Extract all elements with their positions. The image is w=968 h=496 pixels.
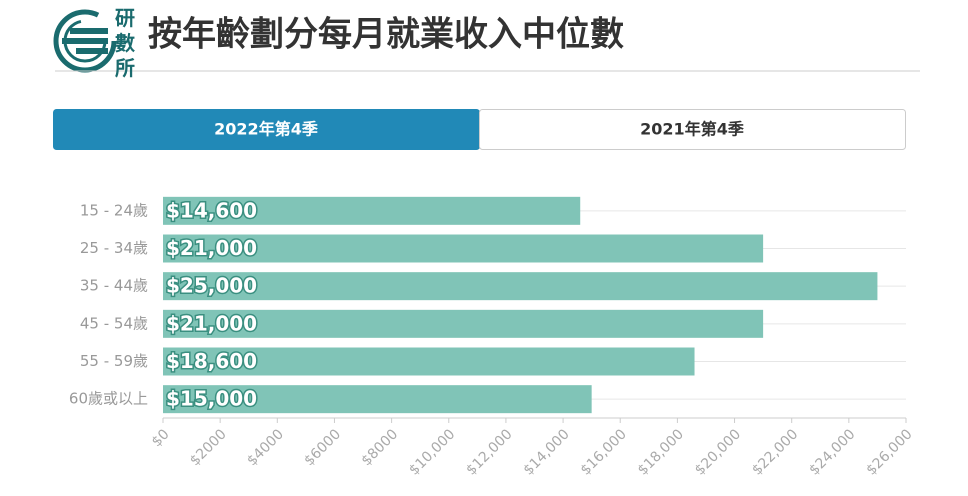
bar [163,385,592,414]
bar [163,196,581,225]
x-tick-label: $2000 [187,426,230,469]
x-tick-label: $24,000 [806,426,858,478]
logo-text: 研數所 [115,6,135,80]
y-tick-label: 45 - 54歲 [80,314,148,332]
x-tick-label: $6000 [301,426,344,469]
tab[interactable]: 2022年第4季 [53,109,480,150]
tab-label[interactable]: 2022年第4季 [214,120,319,139]
x-tick-label: $10,000 [406,426,458,478]
bar [163,234,764,263]
x-tick-label: $14,000 [520,426,572,478]
bar [163,309,764,338]
x-tick-label: $18,000 [635,426,687,478]
tab[interactable]: 2021年第4季 [479,109,906,150]
y-tick-label: 60歲或以上 [69,390,148,408]
y-tick-label: 35 - 44歲 [80,277,148,295]
x-tick-label: $16,000 [578,426,630,478]
data-label: $21,000 [166,311,257,335]
x-tick-label: $22,000 [749,426,801,478]
x-tick-label: $4000 [244,426,287,469]
y-tick-label: 15 - 24歲 [80,201,148,219]
data-label: $15,000 [166,387,257,411]
data-label: $21,000 [166,236,257,260]
logo-mark [53,9,117,73]
y-tick-label: 25 - 34歲 [80,239,148,257]
x-tick-label: $20,000 [692,426,744,478]
data-label: $18,600 [166,349,257,373]
tab-label[interactable]: 2021年第4季 [640,120,745,139]
x-tick-label: $8000 [358,426,401,469]
chart-title: 按年齡劃分每月就業收入中位數 [148,15,624,55]
x-tick-label: $26,000 [863,426,915,478]
data-label: $25,000 [166,274,257,298]
x-tick-label: $12,000 [463,426,515,478]
x-tick-label: $0 [149,426,173,450]
bar [163,347,695,376]
data-label: $14,600 [166,198,257,222]
tab-inactive[interactable] [479,109,906,150]
y-tick-label: 55 - 59歲 [80,352,148,370]
bar [163,272,878,301]
